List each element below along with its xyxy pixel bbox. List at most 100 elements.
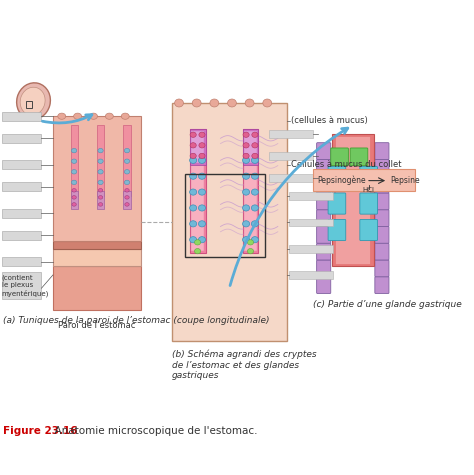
Bar <box>2 134 41 142</box>
FancyBboxPatch shape <box>360 193 377 214</box>
Ellipse shape <box>124 180 130 185</box>
FancyBboxPatch shape <box>317 227 331 243</box>
Bar <box>2 161 41 169</box>
Bar <box>71 191 78 209</box>
Text: HCl: HCl <box>363 187 374 193</box>
FancyBboxPatch shape <box>331 148 348 166</box>
Text: Paroi de l’estomac: Paroi de l’estomac <box>58 321 136 330</box>
Bar <box>71 125 78 196</box>
FancyBboxPatch shape <box>375 193 389 210</box>
Ellipse shape <box>72 159 77 163</box>
Ellipse shape <box>243 153 249 159</box>
Ellipse shape <box>252 153 258 159</box>
FancyBboxPatch shape <box>350 148 368 166</box>
FancyBboxPatch shape <box>375 160 389 176</box>
Text: Anatomie microscopique de l'estomac.: Anatomie microscopique de l'estomac. <box>48 427 258 437</box>
Ellipse shape <box>190 157 197 163</box>
Ellipse shape <box>125 196 129 199</box>
Text: (a) Tuniques de la paroi de l’estomac (coupe longitudinale): (a) Tuniques de la paroi de l’estomac (c… <box>3 316 269 325</box>
Ellipse shape <box>72 180 77 185</box>
Ellipse shape <box>105 113 113 119</box>
Ellipse shape <box>243 157 250 163</box>
FancyBboxPatch shape <box>317 193 331 210</box>
Bar <box>2 209 41 218</box>
Bar <box>332 134 374 266</box>
Bar <box>172 103 287 341</box>
Ellipse shape <box>190 173 197 179</box>
Ellipse shape <box>98 196 103 199</box>
Bar <box>185 173 264 257</box>
FancyBboxPatch shape <box>375 243 389 260</box>
FancyBboxPatch shape <box>375 227 389 243</box>
Ellipse shape <box>228 99 237 107</box>
Ellipse shape <box>251 205 258 211</box>
Bar <box>124 125 130 196</box>
Bar <box>289 218 333 227</box>
Ellipse shape <box>251 237 258 243</box>
Ellipse shape <box>98 180 103 185</box>
Ellipse shape <box>263 99 272 107</box>
Ellipse shape <box>358 176 363 180</box>
Bar <box>53 241 141 248</box>
Text: (contient
le plexus
myentérique): (contient le plexus myentérique) <box>2 275 49 297</box>
Ellipse shape <box>352 176 356 180</box>
Text: Pepsine: Pepsine <box>391 176 420 185</box>
Ellipse shape <box>98 159 103 163</box>
Ellipse shape <box>199 142 205 148</box>
Bar <box>269 130 313 138</box>
Ellipse shape <box>72 148 77 153</box>
FancyBboxPatch shape <box>375 260 389 277</box>
Ellipse shape <box>90 113 98 119</box>
FancyBboxPatch shape <box>375 210 389 227</box>
Bar <box>2 112 41 121</box>
Ellipse shape <box>199 237 206 243</box>
Ellipse shape <box>245 99 254 107</box>
FancyBboxPatch shape <box>328 167 346 188</box>
Bar <box>27 101 32 108</box>
Ellipse shape <box>190 153 196 159</box>
Text: Figure 23.16: Figure 23.16 <box>3 427 77 437</box>
Ellipse shape <box>199 189 206 195</box>
Ellipse shape <box>190 205 197 211</box>
Ellipse shape <box>251 157 258 163</box>
Bar <box>243 130 258 253</box>
Text: Pepsinogène: Pepsinogène <box>318 176 366 185</box>
Ellipse shape <box>247 248 254 254</box>
Bar <box>289 192 333 200</box>
Ellipse shape <box>174 99 183 107</box>
Bar <box>53 116 141 241</box>
FancyBboxPatch shape <box>317 243 331 260</box>
FancyBboxPatch shape <box>360 167 377 188</box>
Ellipse shape <box>192 99 201 107</box>
Ellipse shape <box>73 113 82 119</box>
Ellipse shape <box>98 203 103 206</box>
Bar <box>269 152 313 161</box>
Ellipse shape <box>247 240 254 245</box>
FancyBboxPatch shape <box>375 277 389 294</box>
Ellipse shape <box>194 248 201 254</box>
Ellipse shape <box>72 203 76 206</box>
Bar <box>313 169 415 191</box>
Bar <box>97 125 104 196</box>
Ellipse shape <box>190 132 196 137</box>
Text: Cellules à mucus du collet: Cellules à mucus du collet <box>291 160 401 169</box>
Ellipse shape <box>199 173 206 179</box>
Ellipse shape <box>17 83 50 120</box>
Bar <box>2 231 41 240</box>
Ellipse shape <box>199 205 206 211</box>
FancyBboxPatch shape <box>375 142 389 160</box>
Bar <box>243 130 258 165</box>
Ellipse shape <box>72 196 76 199</box>
Ellipse shape <box>72 189 76 192</box>
Bar <box>244 131 256 251</box>
Ellipse shape <box>243 237 250 243</box>
Bar <box>289 271 333 279</box>
Ellipse shape <box>125 203 129 206</box>
Ellipse shape <box>243 189 250 195</box>
Bar <box>97 191 104 209</box>
FancyBboxPatch shape <box>328 219 346 240</box>
Ellipse shape <box>337 176 342 180</box>
Ellipse shape <box>251 173 258 179</box>
Bar <box>190 130 206 165</box>
Bar <box>53 248 141 266</box>
